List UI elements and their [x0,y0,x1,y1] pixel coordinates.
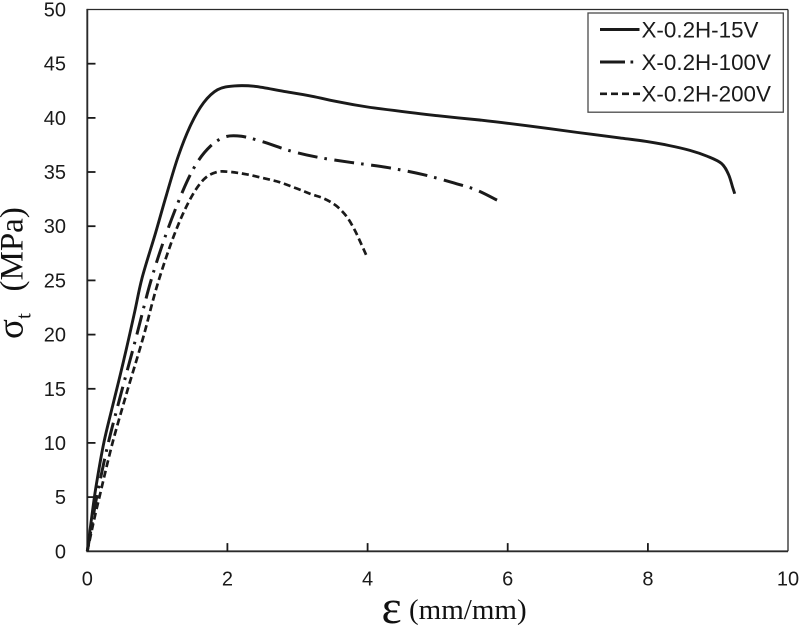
svg-text:50: 50 [44,0,66,22]
svg-text:15: 15 [44,379,66,401]
svg-text:(MPa): (MPa) [0,207,30,291]
svg-text:0: 0 [55,541,66,563]
svg-text:2: 2 [222,569,233,591]
svg-text:10: 10 [44,433,66,455]
svg-text:5: 5 [55,487,66,509]
svg-text:ε: ε [382,581,402,628]
svg-text:10: 10 [777,569,799,591]
svg-text:20: 20 [44,325,66,347]
svg-text:X-0.2H-200V: X-0.2H-200V [642,82,772,107]
svg-text:8: 8 [642,569,653,591]
svg-text:X-0.2H-100V: X-0.2H-100V [642,50,772,75]
svg-text:35: 35 [44,162,66,184]
svg-text:0: 0 [82,569,93,591]
svg-text:25: 25 [44,270,66,292]
svg-text:40: 40 [44,108,66,130]
svg-text:4: 4 [362,569,373,591]
svg-text:(mm/mm): (mm/mm) [409,594,527,626]
svg-text:45: 45 [44,54,66,76]
svg-text:30: 30 [44,216,66,238]
svg-text:6: 6 [502,569,513,591]
svg-text:X-0.2H-15V: X-0.2H-15V [642,18,759,43]
